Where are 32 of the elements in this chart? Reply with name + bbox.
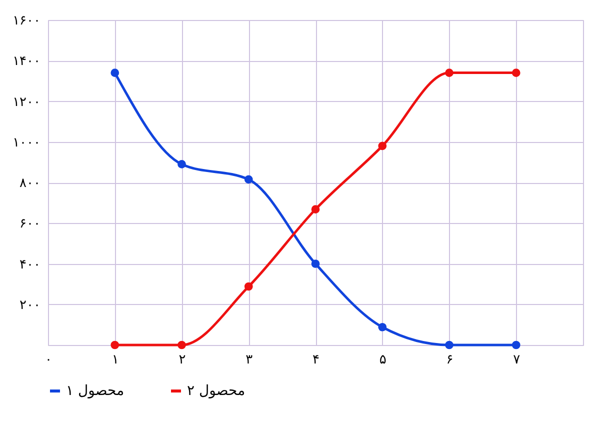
x-tick-label: ۵ [379, 352, 386, 368]
point [445, 340, 454, 350]
point [311, 205, 320, 214]
point [244, 282, 253, 291]
y-tick-label: ۲۰۰ [20, 298, 40, 313]
x-tick-label: ۳ [246, 352, 253, 368]
point [244, 175, 253, 184]
y-tick-label: ۱۰۰۰ [12, 135, 40, 150]
y-tick-label: ۱۲۰۰ [12, 94, 40, 110]
x-tick-label: ۱ [112, 352, 119, 368]
y-tick-label: ۸۰۰ [20, 176, 40, 191]
point [311, 260, 320, 268]
point [110, 340, 120, 350]
x-tick-label: ۶ [446, 352, 454, 368]
y-tick-label: ۴۰۰ [20, 257, 40, 272]
legend-label: محصول ۲ [187, 383, 246, 399]
point [378, 142, 387, 150]
point [110, 68, 120, 77]
x-tick-label: ۰ [45, 352, 52, 368]
point [512, 68, 520, 77]
y-tick-label: ۶۰۰ [20, 216, 40, 232]
point [445, 68, 454, 77]
x-tick-label: ۷ [513, 352, 520, 368]
x-tick-label: ۴ [312, 352, 320, 368]
point [178, 160, 186, 168]
legend-label: محصول ۱ [66, 383, 124, 399]
point [178, 340, 186, 350]
x-tick-label: ۲ [178, 352, 186, 368]
y-tick-label: ۱۶۰۰ [12, 14, 40, 28]
point [378, 322, 387, 332]
y-tick-label: ۱۴۰۰ [12, 54, 40, 70]
point [512, 340, 520, 350]
